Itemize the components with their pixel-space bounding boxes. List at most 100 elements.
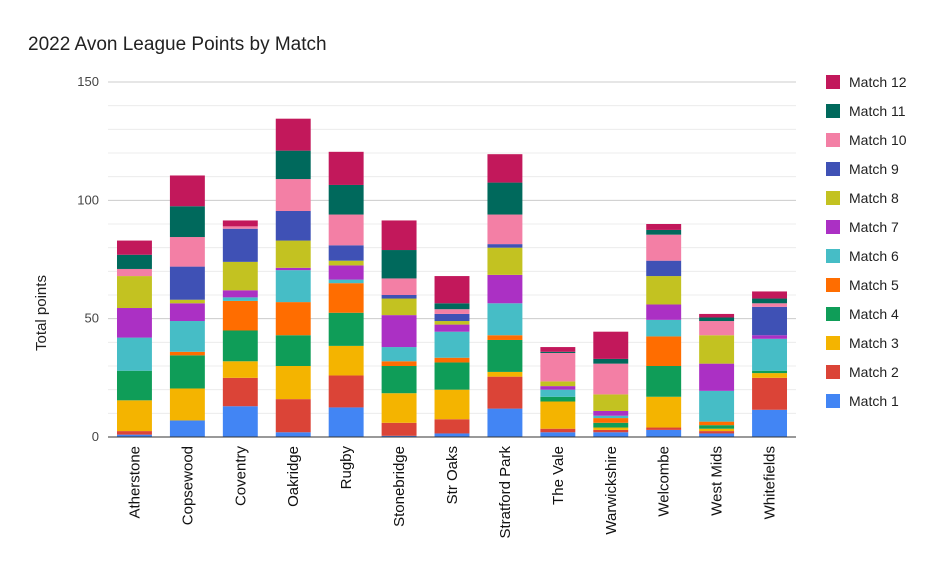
bar-segment xyxy=(752,335,788,339)
bar-segment xyxy=(646,366,682,397)
bar-segment xyxy=(381,220,417,251)
y-tick-label: 150 xyxy=(77,74,99,89)
bar-segment xyxy=(222,406,258,437)
bar-stack xyxy=(434,276,470,437)
chart-title: 2022 Avon League Points by Match xyxy=(28,34,327,55)
bar-segment xyxy=(487,247,523,275)
bar-segment xyxy=(434,389,470,420)
bar-segment xyxy=(752,373,788,378)
bar-segment xyxy=(169,388,205,421)
bar-segment xyxy=(328,214,364,246)
bar-segment xyxy=(646,224,682,230)
bar-segment xyxy=(116,370,152,401)
bar-segment xyxy=(169,237,205,267)
bar-segment xyxy=(487,274,523,304)
x-tick-label: Atherstone xyxy=(126,446,143,519)
bar-segment xyxy=(752,377,788,410)
legend-label: Match 8 xyxy=(849,190,899,206)
legend-label: Match 12 xyxy=(849,74,907,90)
bar-segment xyxy=(434,331,470,358)
bar-segment xyxy=(540,396,576,402)
bar-segment xyxy=(222,290,258,298)
bar-segment xyxy=(328,260,364,266)
bar-segment xyxy=(116,254,152,269)
bar-segment xyxy=(116,308,152,338)
bar-segment xyxy=(434,433,470,437)
y-tick-label: 50 xyxy=(85,311,99,326)
bar-segment xyxy=(381,422,417,436)
bar-segment xyxy=(275,366,311,400)
bar-segment xyxy=(540,352,576,382)
bar-segment xyxy=(646,304,682,320)
x-tick-label: Whitefields xyxy=(762,446,779,519)
bar-segment xyxy=(169,351,205,356)
bar-segment xyxy=(487,339,523,372)
bar-segment xyxy=(487,214,523,245)
x-tick-label: The Vale xyxy=(550,446,567,505)
bar-segment xyxy=(381,347,417,362)
y-tick-label: 100 xyxy=(77,192,99,207)
bar-segment xyxy=(222,261,258,291)
legend-item: Match 1 xyxy=(826,393,899,409)
bar-segment xyxy=(434,321,470,325)
bar-segment xyxy=(328,407,364,437)
bar-segment xyxy=(116,400,152,432)
bar-segment xyxy=(222,226,258,229)
bar-segment xyxy=(752,409,788,437)
bar-stack xyxy=(328,151,364,437)
bar-segment xyxy=(752,291,788,299)
bar-segment xyxy=(169,321,205,352)
bar-segment xyxy=(699,431,735,434)
bar-segment xyxy=(752,298,788,304)
legend-item: Match 5 xyxy=(826,277,899,293)
legend-swatch xyxy=(826,249,840,263)
x-tick-label: Oakridge xyxy=(285,446,302,507)
bar-segment xyxy=(328,312,364,346)
bar-segment xyxy=(593,415,629,419)
bar-segment xyxy=(328,375,364,408)
bar-segment xyxy=(487,371,523,377)
bar-segment xyxy=(752,303,788,307)
bar-segment xyxy=(169,206,205,238)
bar-segment xyxy=(222,300,258,331)
legend: Match 12 Match 11 Match 10 Match 9 Match 8 Ma… xyxy=(826,74,907,409)
bar-segment xyxy=(328,184,364,215)
bar-stack xyxy=(222,220,258,437)
x-tick-label: Rugby xyxy=(338,446,355,490)
legend-label: Match 7 xyxy=(849,219,899,235)
bar-segment xyxy=(434,362,470,390)
bar-segment xyxy=(275,240,311,268)
bar-segment xyxy=(381,278,417,295)
bar-stack xyxy=(699,313,735,437)
bar-segment xyxy=(699,428,735,432)
bar-segment xyxy=(381,435,417,437)
legend-item: Match 10 xyxy=(826,132,907,148)
legend-label: Match 11 xyxy=(849,103,906,119)
bar-segment xyxy=(540,347,576,352)
legend-item: Match 4 xyxy=(826,306,899,322)
bar-segment xyxy=(540,386,576,390)
bar-segment xyxy=(646,260,682,277)
bar-segment xyxy=(593,331,629,359)
x-tick-label: Welcombe xyxy=(656,446,673,517)
x-tick-label: Warwickshire xyxy=(603,446,620,535)
bar-segment xyxy=(699,425,735,429)
bar-segment xyxy=(328,345,364,376)
bar-segment xyxy=(646,396,682,428)
bar-segment xyxy=(434,303,470,310)
x-tick-label: Stratford Park xyxy=(497,446,514,539)
legend-label: Match 4 xyxy=(849,306,899,322)
bar-segment xyxy=(222,377,258,407)
bars xyxy=(116,118,788,437)
legend-item: Match 3 xyxy=(826,335,899,351)
bar-segment xyxy=(275,179,311,211)
bar-segment xyxy=(116,337,152,371)
legend-swatch xyxy=(826,307,840,321)
bar-segment xyxy=(381,366,417,394)
legend-swatch xyxy=(826,220,840,234)
legend-swatch xyxy=(826,75,840,89)
bar-segment xyxy=(699,363,735,391)
legend-swatch xyxy=(826,133,840,147)
bar-segment xyxy=(328,151,364,185)
